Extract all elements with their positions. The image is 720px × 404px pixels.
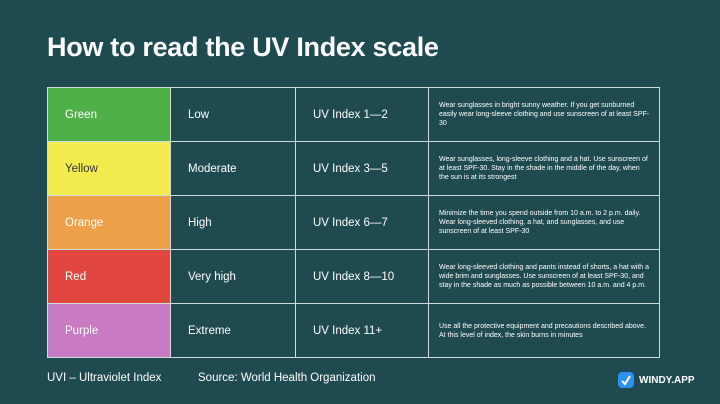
level-cell: Moderate (170, 141, 296, 196)
color-cell: Orange (47, 195, 171, 250)
level-cell: Very high (170, 249, 296, 304)
desc-cell: Minimize the time you spend outside from… (428, 195, 660, 250)
color-cell: Yellow (47, 141, 171, 196)
desc-cell: Use all the protective equipment and pre… (428, 303, 660, 358)
table-row: Yellow Moderate UV Index 3—5 Wear sunglasse… (47, 141, 660, 196)
index-cell: UV Index 6—7 (295, 195, 429, 250)
brand-icon (618, 372, 634, 388)
table-row: Green Low UV Index 1—2 Wear sunglasses in b… (47, 87, 660, 142)
level-cell: High (170, 195, 296, 250)
desc-cell: Wear sunglasses, long-sleeve clothing an… (428, 141, 660, 196)
source: Source: World Health Organization (198, 372, 376, 384)
index-cell: UV Index 3—5 (295, 141, 429, 196)
table-row: Orange High UV Index 6—7 Minimize the time … (47, 195, 660, 250)
desc-cell: Wear long-sleeved clothing and pants ins… (428, 249, 660, 304)
level-cell: Extreme (170, 303, 296, 358)
color-cell: Red (47, 249, 171, 304)
uv-table: Green Low UV Index 1—2 Wear sunglasses in b… (47, 87, 660, 358)
index-cell: UV Index 1—2 (295, 87, 429, 142)
brand-name: WINDY.APP (639, 374, 695, 386)
level-cell: Low (170, 87, 296, 142)
index-cell: UV Index 11+ (295, 303, 429, 358)
brand: WINDY.APP (618, 372, 695, 388)
desc-cell: Wear sunglasses in bright sunny weather.… (428, 87, 660, 142)
color-cell: Green (47, 87, 171, 142)
footnote: UVI – Ultraviolet Index (47, 372, 162, 384)
table-row: Red Very high UV Index 8—10 Wear long-sleev… (47, 249, 660, 304)
color-cell: Purple (47, 303, 171, 358)
table-row: Purple Extreme UV Index 11+ Use all the pro… (47, 303, 660, 358)
index-cell: UV Index 8—10 (295, 249, 429, 304)
title: How to read the UV Index scale (47, 32, 439, 62)
